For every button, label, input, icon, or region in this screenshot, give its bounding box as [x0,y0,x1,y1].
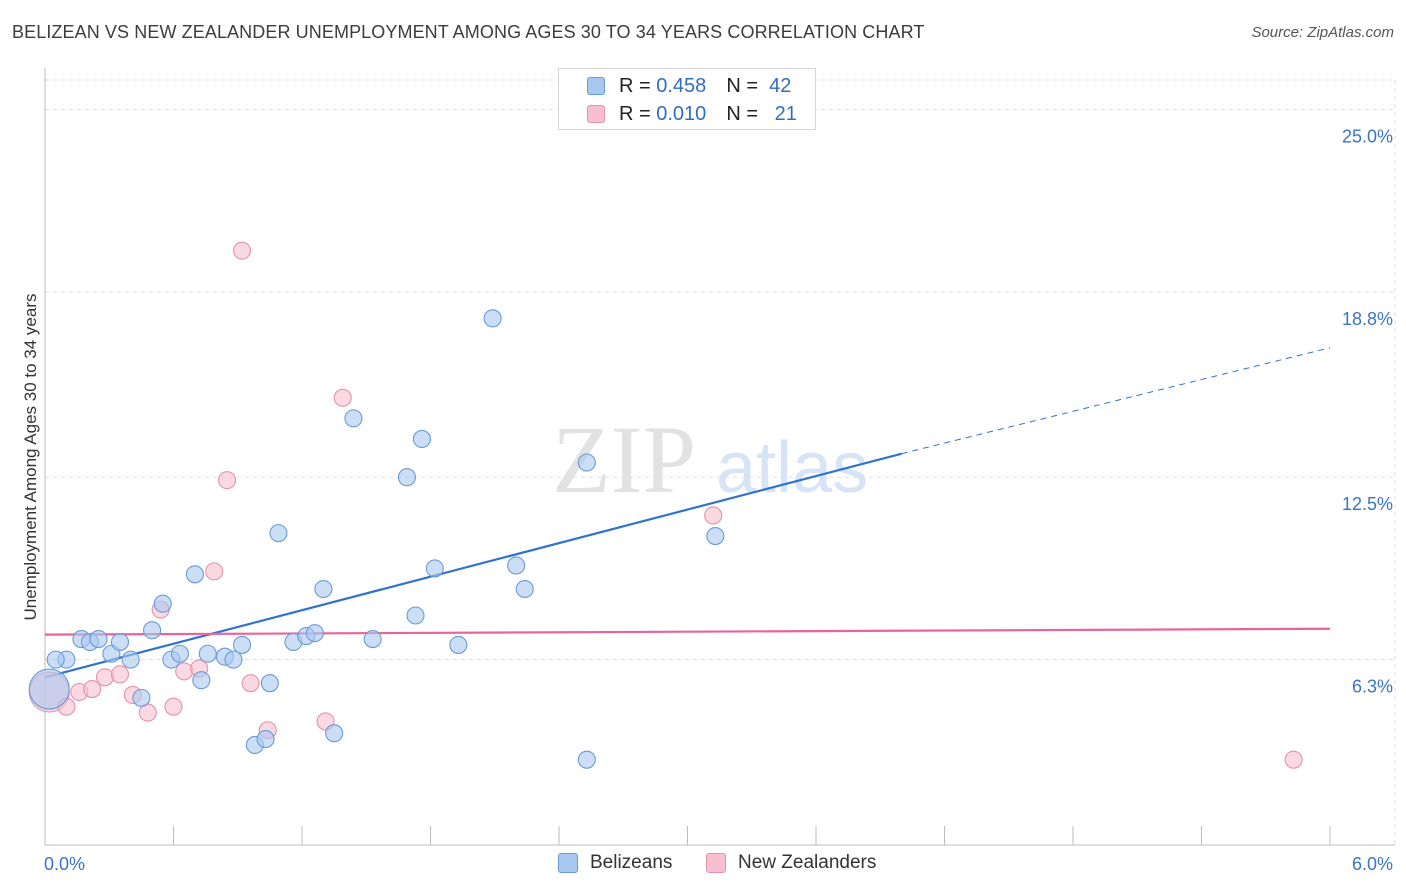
belizean-point [344,409,363,428]
belizean-point [89,629,108,649]
legend-r-value: 0.458 [656,74,707,97]
legend-n-label: N = [726,74,758,97]
belizeans-trend-line [44,452,902,679]
trend-lines [44,347,1331,679]
belizeans-trend-extension [901,347,1331,455]
belizean-point [397,468,416,487]
belizean-point [425,559,444,578]
belizean-point [256,730,275,749]
belizean-point [314,579,333,599]
belizean-point [449,635,468,654]
belizean-point [110,632,130,652]
belizean-point [483,309,502,328]
belizean-point [577,750,596,769]
chart-title: BELIZEAN VS NEW ZEALANDER UNEMPLOYMENT A… [12,22,925,42]
belizeans-points [28,309,725,769]
new-zealander-point [164,697,183,716]
new-zealanders-trend-line [44,627,1331,636]
belizean-point [185,565,204,584]
belizean-point [170,644,189,663]
new-zealander-point [217,471,237,490]
belizean-point [153,594,172,613]
belizean-point [269,524,288,543]
belizean-point [507,556,526,575]
axes [44,68,1395,846]
legend-r-label: R = [619,102,651,125]
belizean-point [406,606,425,625]
y-tick-label: 25.0% [1342,126,1393,146]
legend-r-label: R = [619,74,651,97]
legend-row-belizeans: R = 0.458 N = 42 [587,75,791,97]
belizean-point [132,688,151,707]
x-tick-label: 0.0% [44,854,85,874]
y-tick-label: 12.5% [1342,494,1393,514]
legend-row-new-zealanders: R = 0.010 N = 21 [587,103,797,125]
legend-swatch-pink [706,853,726,873]
legend-swatch-blue [558,853,578,873]
series-legend: Belizeans New Zealanders [0,852,1406,878]
legend-label: New Zealanders [738,852,877,873]
new-zealander-point [95,668,115,687]
belizean-point [577,453,596,472]
legend-label: Belizeans [590,852,673,873]
belizean-point [515,579,534,599]
source-label: Source: ZipAtlas.com [1251,24,1394,41]
belizean-point [28,668,70,710]
legend-n-label: N = [726,102,758,125]
new-zealander-point [1284,750,1303,769]
belizean-point [706,527,725,546]
correlation-legend: R = 0.458 N = 42 R = 0.010 N = 21 [558,68,816,130]
tick-labels: 6.3% 12.5% 18.8% 25.0% 0.0% 6.0% [44,126,1393,874]
belizean-point [46,650,65,669]
y-tick-label: 6.3% [1352,677,1393,697]
new-zealander-point [205,562,224,581]
belizean-point [305,624,324,643]
belizean-point [192,671,211,690]
legend-item-belizeans[interactable]: Belizeans [558,852,672,874]
y-tick-label: 18.8% [1342,309,1393,329]
belizean-point [412,429,431,449]
belizean-point [363,629,382,649]
x-tick-label: 6.0% [1352,854,1393,874]
new-zealander-point [241,674,260,693]
new-zealander-point [333,388,352,407]
new-zealander-point [704,506,723,525]
legend-n-value: 21 [774,102,797,125]
legend-r-value: 0.010 [656,102,707,125]
new-zealander-point [83,680,102,699]
belizean-point [143,621,162,640]
legend-swatch-blue [587,77,605,95]
legend-swatch-pink [587,105,605,123]
legend-item-new-zealanders[interactable]: New Zealanders [706,852,876,874]
belizean-point [121,650,140,669]
belizean-point [224,650,243,669]
belizean-point [260,674,279,693]
new-zealander-point [232,241,252,260]
belizean-point [198,644,217,663]
belizean-point [325,724,344,743]
y-axis-label: Unemployment Among Ages 30 to 34 years [21,294,40,621]
legend-n-value: 42 [769,74,792,97]
belizean-point [232,635,252,654]
watermark-zip: ZIP [552,406,696,513]
new-zealander-point [110,665,130,684]
